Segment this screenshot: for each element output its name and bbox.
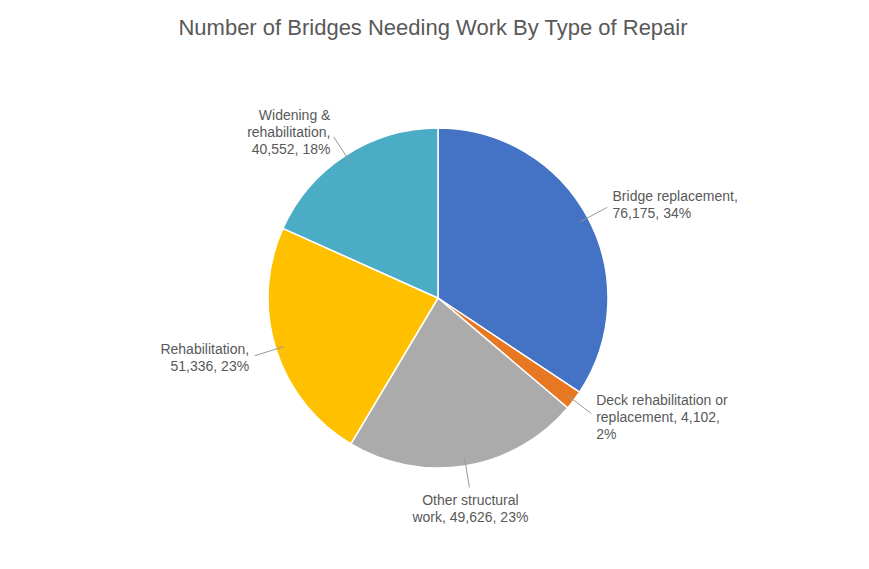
svg-text:Bridge replacement,76,175, 34%: Bridge replacement,76,175, 34% bbox=[613, 188, 738, 221]
html-text:Number of Bridges Needing Work: Number of Bridges Needing Work By Type o… bbox=[178, 15, 688, 40]
svg-text:Other structuralwork, 49,626,: Other structuralwork, 49,626, 23% bbox=[411, 492, 528, 525]
svg-text:Rehabilitation,51,336, 23%: Rehabilitation,51,336, 23% bbox=[160, 341, 249, 374]
svg-text:Widening &rehabilitation,40,55: Widening &rehabilitation,40,552, 18% bbox=[247, 107, 331, 157]
svg-text:Deck rehabilitation orreplacem: Deck rehabilitation orreplacement, 4,102… bbox=[596, 392, 728, 442]
